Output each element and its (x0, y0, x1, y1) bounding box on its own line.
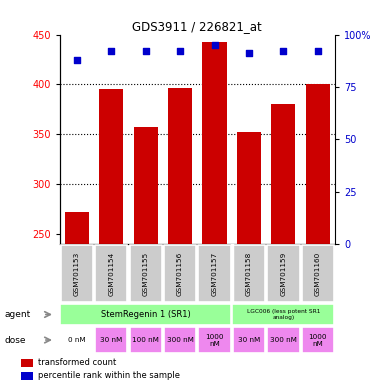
Bar (129, 327, 162, 353)
Text: GSM701153: GSM701153 (74, 252, 80, 296)
Text: 100 nM: 100 nM (132, 337, 159, 343)
Bar (271, 104, 295, 244)
Bar (65, 212, 89, 244)
Title: GDS3911 / 226821_at: GDS3911 / 226821_at (132, 20, 262, 33)
Bar (301, 327, 334, 353)
Text: 30 nM: 30 nM (238, 337, 260, 343)
Bar (233, 327, 265, 353)
Bar (306, 84, 330, 244)
Bar (60, 304, 231, 325)
Point (211, 42, 218, 48)
Text: agent: agent (5, 310, 31, 319)
Bar (61, 327, 93, 353)
Bar (164, 327, 196, 353)
Bar (129, 245, 162, 302)
Text: percentile rank within the sample: percentile rank within the sample (38, 371, 181, 380)
Bar (237, 132, 261, 244)
Bar (61, 245, 93, 302)
Bar (95, 245, 127, 302)
Text: dose: dose (5, 336, 26, 344)
Bar (21, 372, 33, 380)
Point (315, 48, 321, 55)
Text: transformed count: transformed count (38, 358, 117, 367)
Bar (134, 127, 158, 244)
Bar (99, 89, 123, 244)
Text: GSM701154: GSM701154 (108, 252, 114, 296)
Bar (301, 245, 334, 302)
Text: 1000
nM: 1000 nM (205, 334, 224, 346)
Point (142, 48, 149, 55)
Bar (21, 359, 33, 367)
Text: GSM701160: GSM701160 (315, 252, 321, 296)
Text: 30 nM: 30 nM (100, 337, 122, 343)
Bar (203, 41, 226, 244)
Point (108, 48, 114, 55)
Text: GSM701156: GSM701156 (177, 252, 183, 296)
Bar (233, 304, 334, 325)
Point (177, 48, 183, 55)
Point (246, 50, 252, 56)
Bar (198, 245, 231, 302)
Text: GSM701157: GSM701157 (211, 252, 218, 296)
Text: StemRegenin 1 (SR1): StemRegenin 1 (SR1) (101, 310, 191, 319)
Point (280, 48, 286, 55)
Text: 1000
nM: 1000 nM (308, 334, 327, 346)
Bar (267, 327, 300, 353)
Point (74, 56, 80, 63)
Text: 0 nM: 0 nM (68, 337, 86, 343)
Bar (198, 327, 231, 353)
Bar (267, 245, 300, 302)
Text: LGC006 (less potent SR1
analog): LGC006 (less potent SR1 analog) (247, 309, 320, 320)
Bar (233, 245, 265, 302)
Text: 300 nM: 300 nM (270, 337, 297, 343)
Text: GSM701155: GSM701155 (143, 252, 149, 296)
Text: GSM701159: GSM701159 (280, 252, 286, 296)
Bar (168, 88, 192, 244)
Text: GSM701158: GSM701158 (246, 252, 252, 296)
Text: 300 nM: 300 nM (167, 337, 194, 343)
Bar (95, 327, 127, 353)
Bar (164, 245, 196, 302)
